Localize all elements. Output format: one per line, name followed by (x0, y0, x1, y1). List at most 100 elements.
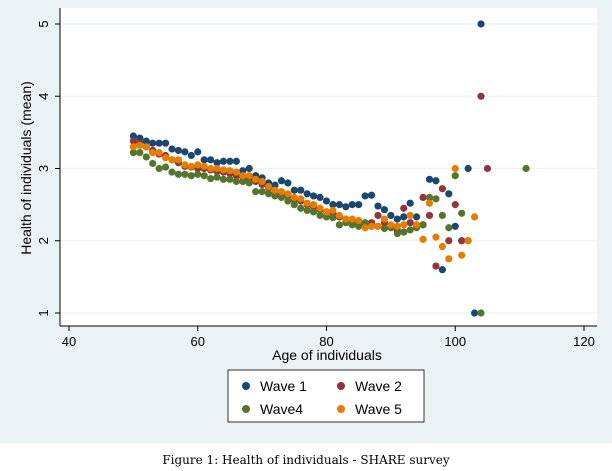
data-point-wave-1 (174, 146, 183, 155)
graph-region: 1 2 3 4 5 40 60 80 100 120 Age of individuals Hea… (0, 0, 612, 443)
data-point-wave-1 (335, 201, 343, 209)
plot-area (60, 8, 597, 326)
data-point-wave-5 (387, 221, 395, 229)
data-point-wave-5 (161, 154, 170, 162)
y-tick-label: 2 (36, 237, 51, 244)
data-point-wave-2 (451, 201, 459, 209)
data-point-wave4 (297, 204, 305, 212)
data-point-wave-5 (290, 193, 298, 201)
data-point-wave-5 (464, 237, 472, 245)
data-point-wave-1 (322, 197, 331, 205)
data-point-wave-5 (335, 211, 343, 220)
data-point-wave-5 (419, 235, 427, 243)
legend-label: Wave4 (260, 401, 303, 417)
data-point-wave4 (161, 163, 170, 171)
data-point-wave-5 (149, 149, 157, 157)
data-point-wave4 (142, 153, 150, 161)
data-point-wave-1 (303, 190, 311, 198)
data-point-wave4 (303, 206, 311, 215)
data-point-wave-2 (400, 204, 408, 212)
data-point-wave4 (316, 211, 324, 220)
data-point-wave4 (348, 221, 356, 229)
data-point-wave-1 (219, 157, 228, 165)
data-point-wave-1 (245, 164, 253, 173)
data-point-wave-1 (194, 148, 202, 156)
data-point-wave-5 (155, 149, 163, 157)
data-point-wave-1 (207, 156, 215, 164)
data-point-wave-5 (297, 195, 305, 203)
data-point-wave-5 (348, 215, 356, 223)
data-point-wave-1 (239, 167, 247, 175)
data-point-wave-1 (290, 186, 298, 194)
data-point-wave-5 (413, 221, 421, 229)
data-point-wave4 (290, 201, 298, 209)
data-point-wave4 (419, 221, 427, 229)
data-point-wave-1 (271, 181, 279, 189)
data-point-wave-1 (464, 164, 472, 173)
data-point-wave4 (239, 177, 247, 186)
data-point-wave4 (335, 221, 343, 229)
y-tick-label: 4 (36, 93, 51, 100)
data-point-wave4 (136, 149, 144, 157)
data-point-wave-1 (374, 202, 382, 210)
data-point-wave4 (438, 211, 446, 220)
data-point-wave-2 (129, 137, 137, 145)
data-point-wave-5 (393, 222, 401, 230)
data-point-wave-5 (438, 242, 446, 251)
data-point-wave-1 (380, 206, 389, 214)
data-point-wave-5 (271, 186, 279, 194)
data-point-wave-2 (432, 262, 440, 270)
data-point-wave-1 (161, 139, 170, 147)
data-point-wave-5 (355, 216, 363, 225)
data-point-wave-5 (361, 224, 369, 232)
data-point-wave4 (271, 192, 279, 200)
data-point-wave4 (207, 175, 215, 183)
data-point-wave-5 (425, 199, 434, 207)
data-point-wave-5 (329, 206, 337, 215)
data-point-wave-1 (361, 192, 369, 200)
data-point-wave4 (149, 159, 157, 168)
data-point-wave-1 (387, 211, 395, 220)
data-point-wave-1 (310, 192, 318, 200)
data-point-wave4 (187, 172, 195, 180)
y-axis-label: Health of individuals (mean) (18, 81, 34, 255)
data-point-wave4 (219, 175, 228, 183)
data-point-wave4 (181, 170, 189, 178)
figure-caption: Figure 1: Health of individuals - SHARE … (162, 453, 450, 467)
x-tick-label: 120 (573, 334, 595, 349)
data-point-wave-5 (213, 164, 221, 173)
data-point-wave-2 (406, 219, 414, 227)
data-point-wave-5 (342, 215, 350, 223)
data-point-wave4 (458, 209, 466, 217)
data-point-wave-5 (284, 190, 292, 198)
data-point-wave4 (361, 219, 369, 227)
data-point-wave-1 (213, 159, 221, 167)
data-point-wave-1 (477, 20, 485, 28)
data-point-wave-5 (136, 141, 144, 149)
data-point-wave-1 (149, 139, 157, 147)
legend-marker (242, 405, 250, 413)
y-tick-label: 5 (36, 20, 51, 27)
data-point-wave-2 (458, 237, 466, 245)
data-point-wave-5 (322, 208, 331, 216)
legend-marker (337, 405, 345, 413)
data-point-wave-1 (342, 203, 350, 211)
data-point-wave-5 (432, 233, 440, 241)
data-point-wave-2 (445, 237, 453, 245)
data-point-wave-1 (393, 215, 401, 223)
data-point-wave-5 (258, 177, 266, 186)
y-tick-label: 1 (36, 309, 51, 316)
data-point-wave-2 (425, 211, 434, 220)
x-tick-label: 60 (191, 334, 205, 349)
data-point-wave-1 (187, 151, 195, 160)
data-point-wave-1 (316, 193, 324, 201)
x-axis-label: Age of individuals (272, 347, 382, 363)
legend-label: Wave 5 (355, 401, 402, 417)
data-point-wave-5 (168, 156, 176, 164)
data-point-wave-5 (374, 222, 382, 230)
data-point-wave-5 (310, 201, 318, 209)
data-point-wave-5 (316, 204, 324, 212)
data-point-wave-2 (419, 193, 427, 201)
data-point-wave-1 (438, 266, 446, 274)
data-point-wave-5 (400, 221, 408, 229)
